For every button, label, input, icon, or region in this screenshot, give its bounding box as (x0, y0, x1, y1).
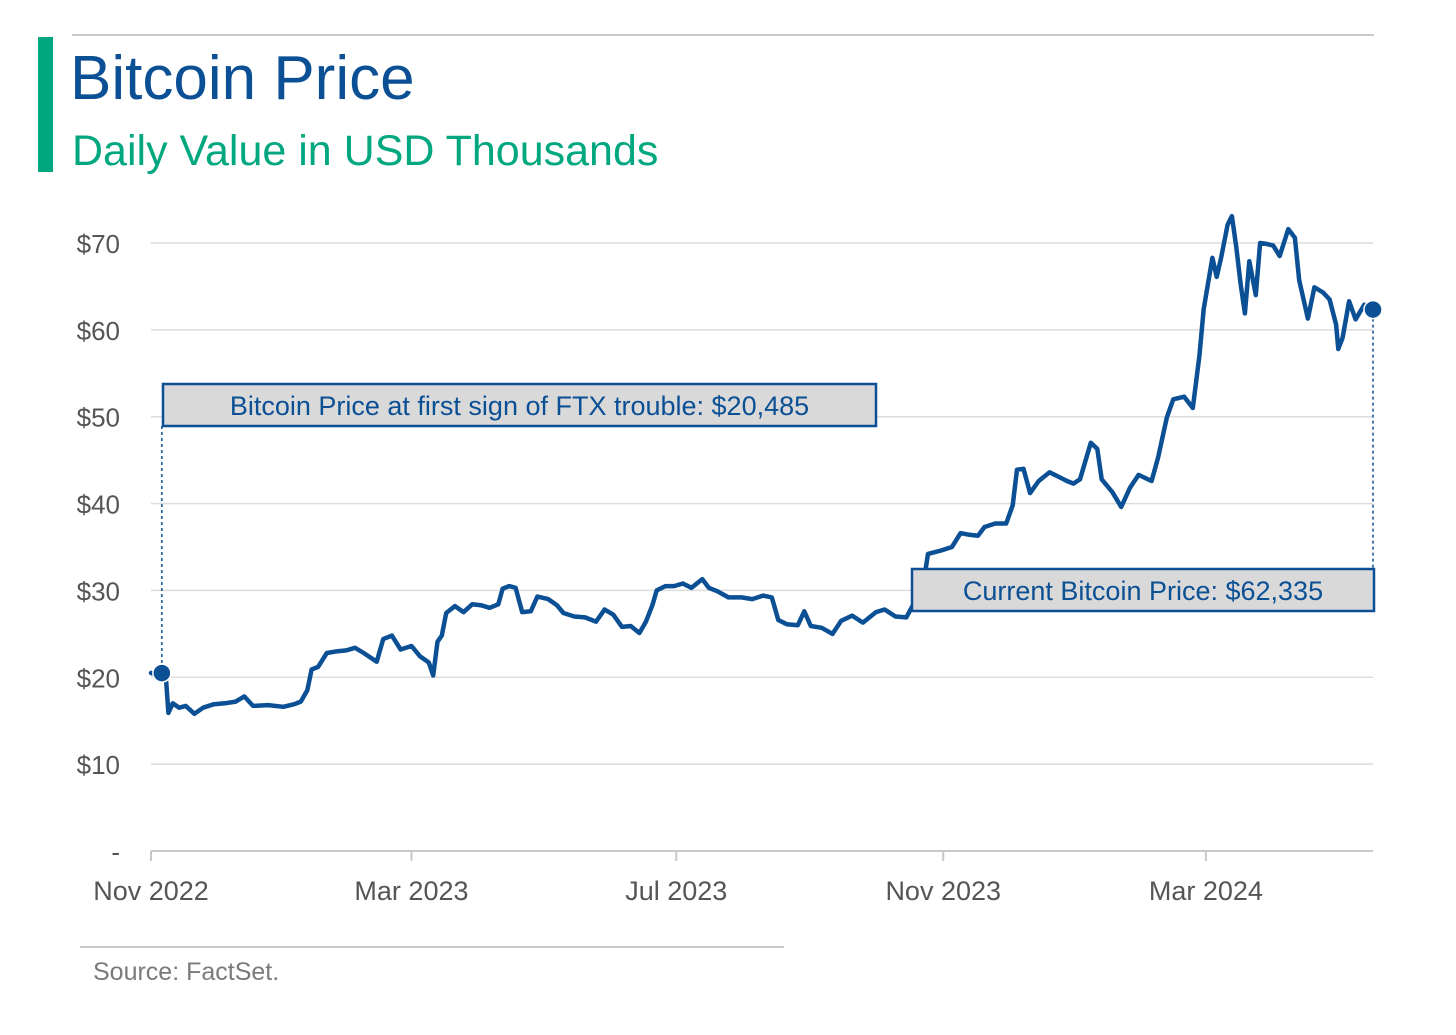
series-line (148, 213, 1376, 717)
x-axis: Nov 2022 Mar 2023 Jul 2023 Nov 2023 Mar 2024 (93, 851, 1263, 906)
annotations-layer: Bitcoin Price at first sign of FTX troub… (152, 299, 1383, 683)
y-axis-ticks: - $10 $20 $30 $40 $50 $60 $70 (77, 229, 120, 867)
x-tick-label: Jul 2023 (625, 876, 727, 906)
y-tick-label: - (111, 837, 120, 867)
y-tick-label: $70 (77, 229, 120, 259)
y-tick-label: $30 (77, 576, 120, 606)
y-tick-label: $10 (77, 750, 120, 780)
annotation-label: Current Bitcoin Price: $62,335 (963, 576, 1323, 606)
annotation-marker (1363, 299, 1383, 320)
annotation-box (910, 567, 1376, 613)
source-rule (80, 946, 784, 948)
chart-subtitle: Daily Value in USD Thousands (72, 127, 659, 175)
y-tick-label: $60 (77, 316, 120, 346)
x-tick-label: Nov 2023 (885, 876, 1001, 906)
chart-title: Bitcoin Price (70, 44, 415, 113)
x-tick-label: Mar 2024 (1149, 876, 1263, 906)
gridlines (151, 242, 1373, 852)
annotation-box (161, 382, 878, 428)
accent-bar (38, 37, 53, 172)
source-note: Source: FactSet. (93, 958, 280, 986)
y-tick-label: $50 (77, 403, 120, 433)
annotation-label: Bitcoin Price at first sign of FTX troub… (230, 391, 809, 421)
top-rule (72, 34, 1374, 36)
y-tick-label: $40 (77, 490, 120, 520)
x-tick-label: Nov 2022 (93, 876, 209, 906)
series-layer (148, 213, 1376, 717)
y-tick-label: $20 (77, 663, 120, 693)
x-tick-label: Mar 2023 (354, 876, 468, 906)
annotation-marker (152, 663, 172, 683)
